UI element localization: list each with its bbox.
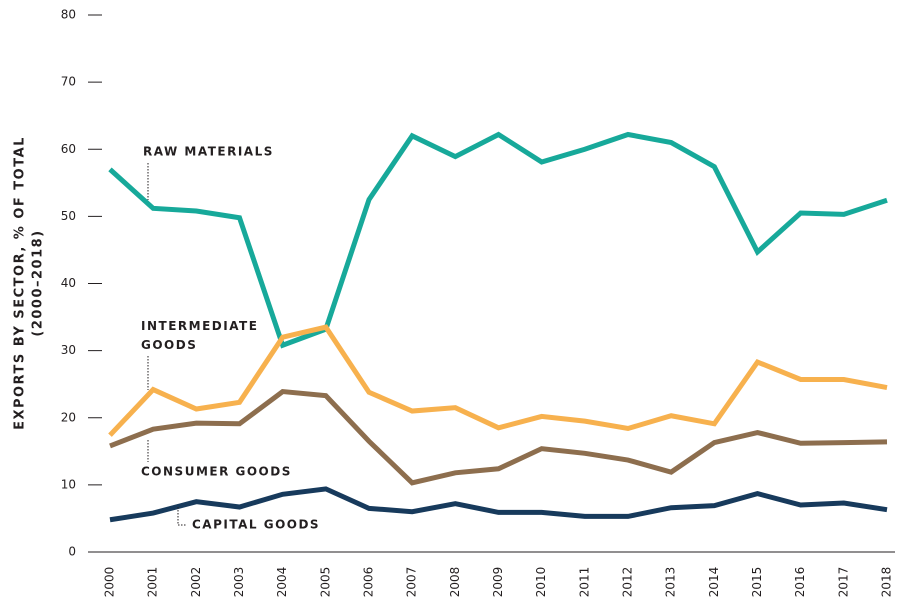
y-tick-label: 70	[61, 75, 76, 89]
x-tick-label: 2005	[318, 567, 332, 598]
series-label: RAW MATERIALS	[143, 145, 274, 159]
series-line	[109, 388, 888, 486]
series-label-line: INTERMEDIATE	[141, 319, 264, 333]
series-line	[108, 131, 888, 349]
y-tick-label: 80	[61, 8, 76, 22]
y-tick-label: 60	[61, 142, 76, 156]
y-axis-label: (2000–2018)	[31, 229, 46, 336]
x-tick-label: 2000	[103, 567, 117, 598]
series-line	[109, 486, 888, 523]
y-tick-label: 0	[68, 545, 76, 559]
x-tick-label: 2014	[707, 567, 721, 598]
x-tick-label: 2001	[146, 567, 160, 598]
series-line	[108, 324, 888, 437]
x-tick-label: 2009	[491, 567, 505, 598]
x-tick-label: 2017	[836, 567, 850, 598]
x-tick-label: 2006	[362, 567, 376, 598]
x-tick-label: 2010	[534, 567, 548, 598]
y-tick-label: 20	[61, 410, 76, 424]
y-tick-label: 10	[61, 477, 76, 491]
x-tick-label: 2018	[880, 567, 894, 598]
series-label: INTERMEDIATE GOODS	[141, 319, 264, 352]
x-tick-label: 2002	[189, 567, 203, 598]
x-tick-label: 2011	[577, 567, 591, 598]
x-tick-label: 2015	[750, 567, 764, 598]
x-tick-label: 2007	[405, 567, 419, 598]
leader-line	[177, 507, 187, 526]
series-label: CONSUMER GOODS	[141, 465, 292, 479]
y-tick-label: 30	[61, 343, 76, 357]
x-tick-label: 2016	[793, 567, 807, 598]
x-tick-label: 2003	[232, 567, 246, 598]
x-tick-label: 2008	[448, 567, 462, 598]
series-label-line: GOODS	[141, 338, 197, 352]
x-tick-label: 2013	[664, 567, 678, 598]
x-tick-label: 2004	[275, 567, 289, 598]
series-label: CAPITAL GOODS	[192, 518, 320, 532]
y-axis-label: EXPORTS BY SECTOR, % OF TOTAL	[13, 136, 28, 430]
y-tick-label: 50	[61, 209, 76, 223]
y-tick-label: 40	[61, 276, 76, 290]
x-tick-label: 2012	[621, 567, 635, 598]
